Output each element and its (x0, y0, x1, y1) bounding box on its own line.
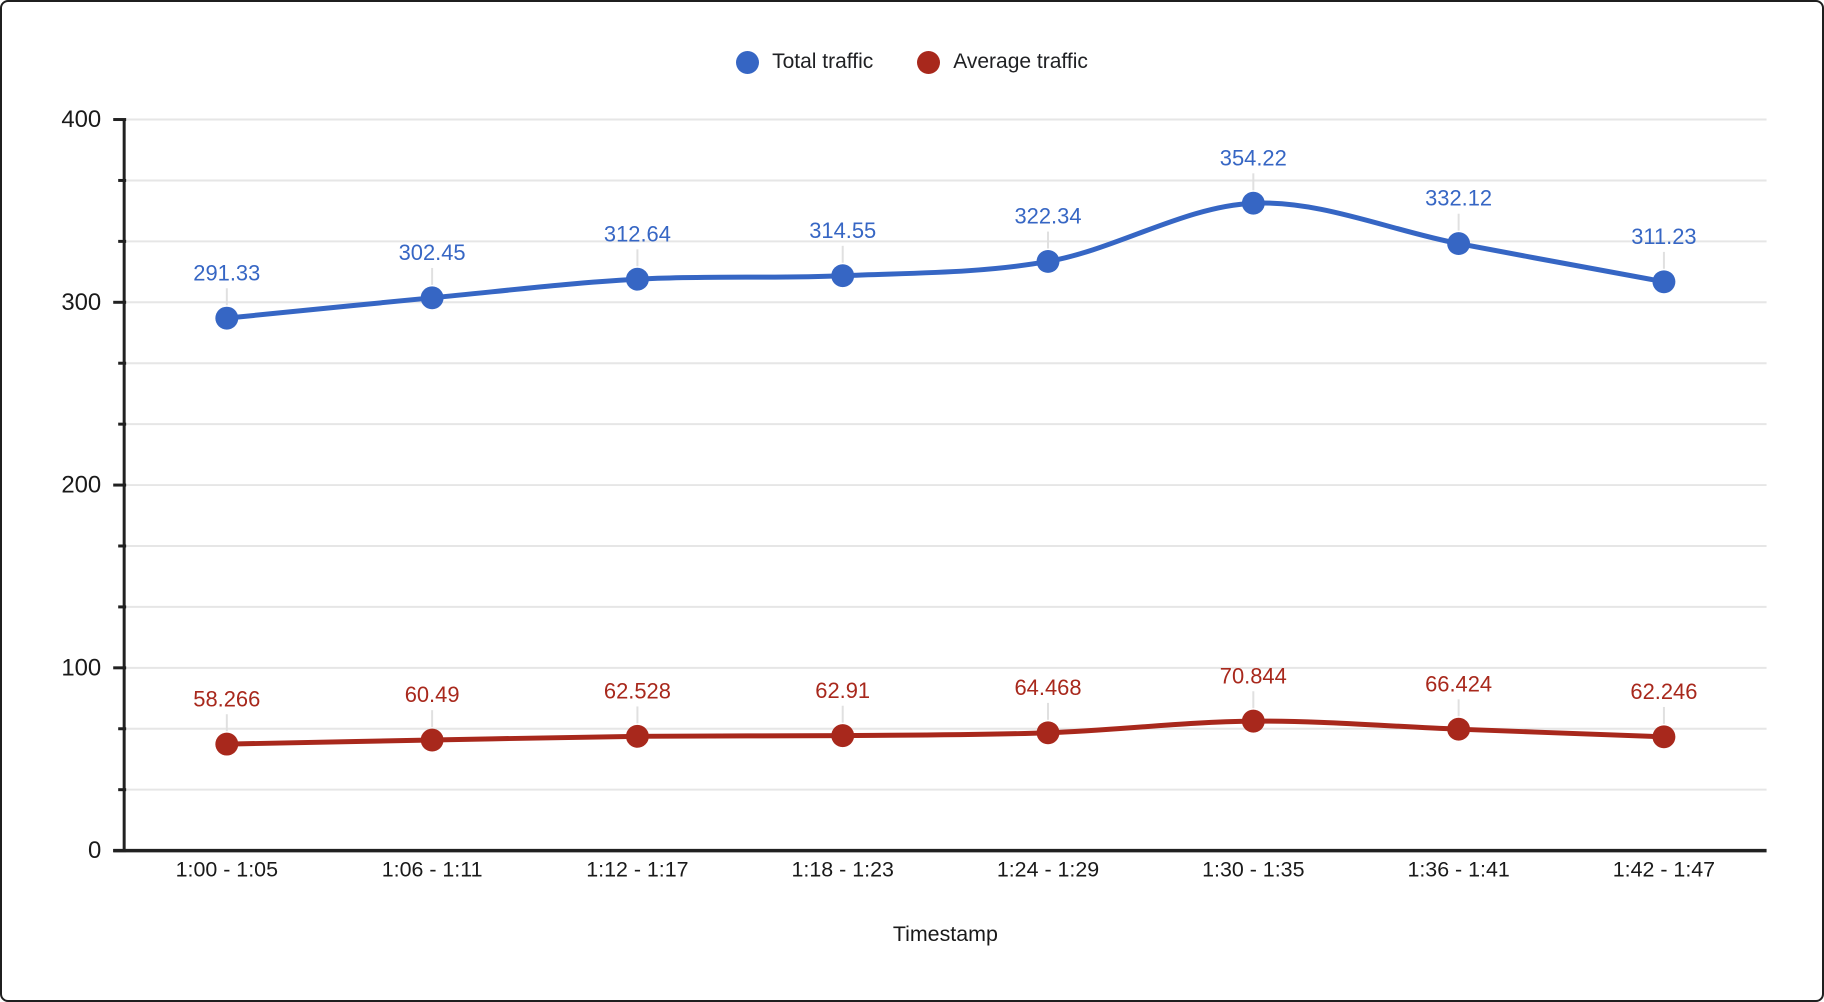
data-point-label: 311.23 (1631, 224, 1696, 249)
x-axis-tick-label: 1:24 - 1:29 (997, 857, 1099, 881)
data-point-label: 66.424 (1425, 671, 1492, 696)
data-point-label: 314.55 (809, 218, 876, 243)
data-point-label: 62.246 (1630, 679, 1697, 704)
data-point-total-traffic[interactable] (1241, 191, 1265, 215)
data-point-total-traffic[interactable] (1447, 232, 1471, 256)
legend-label: Average traffic (953, 50, 1088, 73)
y-axis-tick-label: 300 (61, 289, 101, 316)
data-point-average-traffic[interactable] (420, 728, 444, 752)
y-axis-tick-label: 400 (61, 106, 101, 133)
data-point-label: 354.22 (1220, 145, 1287, 170)
data-point-average-traffic[interactable] (831, 724, 855, 748)
legend-label: Total traffic (772, 50, 874, 73)
data-point-average-traffic[interactable] (1036, 721, 1060, 745)
average-traffic-dot-icon (917, 50, 941, 74)
x-axis-title: Timestamp (893, 922, 998, 946)
data-point-total-traffic[interactable] (625, 267, 649, 291)
y-axis-tick-label: 100 (61, 654, 101, 681)
series-line-average-traffic (224, 718, 1667, 747)
data-point-total-traffic[interactable] (831, 264, 855, 288)
legend-item-total-traffic[interactable]: Total traffic (736, 50, 873, 74)
data-point-average-traffic[interactable] (215, 732, 239, 756)
data-point-label: 62.91 (815, 678, 870, 703)
series-line-total-traffic (224, 200, 1667, 321)
x-axis-tick-label: 1:00 - 1:05 (176, 857, 278, 881)
x-axis-tick-label: 1:06 - 1:11 (382, 857, 483, 881)
data-point-average-traffic[interactable] (1447, 717, 1471, 741)
data-point-label: 64.468 (1015, 675, 1082, 700)
legend-item-average-traffic[interactable]: Average traffic (917, 50, 1088, 74)
data-point-label: 70.844 (1220, 663, 1287, 688)
data-point-total-traffic[interactable] (1652, 270, 1676, 294)
data-point-label: 62.528 (604, 678, 671, 703)
x-axis-tick-label: 1:12 - 1:17 (586, 857, 688, 881)
data-point-label: 322.34 (1015, 204, 1082, 229)
data-point-total-traffic[interactable] (420, 286, 444, 310)
data-point-average-traffic[interactable] (625, 724, 649, 748)
data-point-label: 332.12 (1425, 186, 1492, 211)
data-point-average-traffic[interactable] (1241, 709, 1265, 733)
x-axis-tick-label: 1:30 - 1:35 (1202, 857, 1304, 881)
data-point-label: 60.49 (405, 682, 460, 707)
x-axis-tick-label: 1:36 - 1:41 (1407, 857, 1509, 881)
y-axis-tick-label: 0 (88, 837, 101, 864)
chart-legend: Total traffic Average traffic (2, 50, 1822, 74)
data-point-total-traffic[interactable] (1036, 250, 1060, 273)
total-traffic-dot-icon (736, 50, 760, 74)
data-point-label: 58.266 (193, 686, 260, 711)
y-axis-tick-label: 200 (61, 472, 101, 499)
data-point-label: 291.33 (193, 260, 260, 285)
x-axis-tick-label: 1:42 - 1:47 (1613, 857, 1715, 881)
x-axis-tick-label: 1:18 - 1:23 (792, 857, 894, 881)
data-point-average-traffic[interactable] (1652, 725, 1676, 749)
data-point-label: 302.45 (399, 240, 466, 265)
data-point-total-traffic[interactable] (215, 306, 239, 330)
data-point-label: 312.64 (604, 221, 671, 246)
